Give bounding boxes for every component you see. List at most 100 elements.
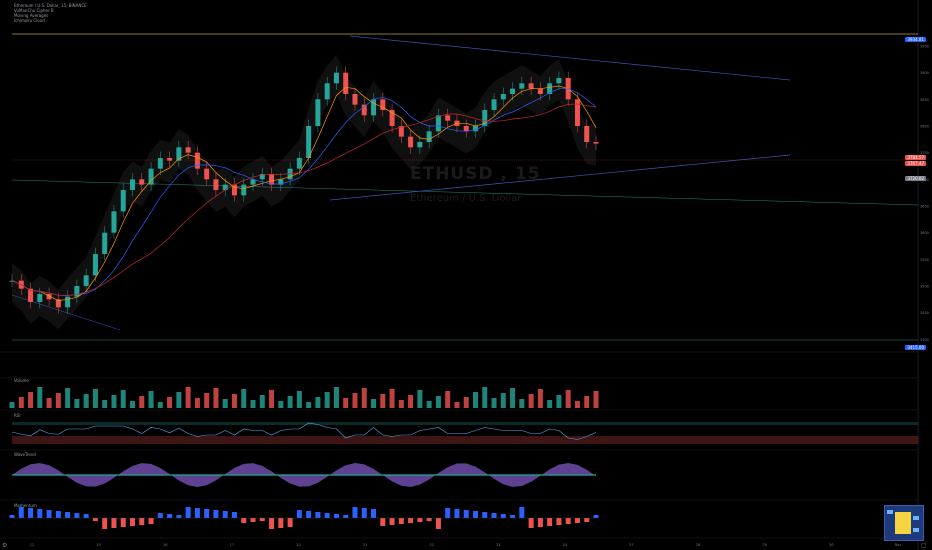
candle-body	[176, 147, 182, 161]
volume-bar	[139, 396, 145, 408]
chart-minimap[interactable]	[884, 505, 924, 541]
indicator-panes	[9, 387, 918, 529]
momentum-bar	[102, 518, 108, 529]
momentum-bar	[584, 518, 590, 522]
candle	[371, 92, 377, 122]
volume-bar	[167, 397, 173, 408]
momentum-bar	[148, 518, 154, 524]
momentum-bar	[278, 518, 284, 528]
momentum-bar	[296, 510, 302, 518]
momentum-bar	[241, 518, 247, 523]
candle-body	[111, 211, 117, 233]
candle-body	[463, 126, 469, 132]
candle-body	[398, 126, 404, 137]
candle-body	[204, 168, 210, 180]
x-tick-label: 28	[696, 543, 700, 547]
volume-bar	[472, 392, 478, 408]
watermark-symbol: ETHUSD , 15	[410, 164, 541, 184]
candle	[343, 66, 349, 101]
candle-body	[519, 83, 525, 89]
momentum-bar	[259, 518, 265, 521]
y-tick-label: 3850	[920, 98, 929, 102]
volume-bar	[482, 387, 488, 408]
volume-bar	[296, 391, 302, 408]
momentum-bar	[500, 514, 506, 518]
candle-body	[491, 99, 497, 110]
y-tick-label: 3500	[920, 285, 929, 289]
price-badge: 3767.47	[905, 161, 926, 166]
momentum-bar	[556, 518, 562, 525]
candle	[55, 292, 61, 314]
candle	[398, 119, 404, 144]
y-tick-label: 3800	[920, 125, 929, 129]
time-axis: 12 15 16 17 20 21 22 23 24 27 28 29 30 Dec	[30, 543, 902, 547]
volume-bar	[500, 393, 506, 408]
volume-bar	[426, 401, 432, 408]
volume-bar	[46, 398, 52, 408]
candle	[306, 119, 312, 165]
volume-bar	[352, 393, 358, 408]
moving-average-slow	[11, 103, 597, 296]
momentum-bar	[333, 514, 339, 518]
volume-bar	[408, 395, 414, 408]
candle	[445, 108, 451, 128]
candle	[537, 82, 543, 101]
legend-symbol: Ethereum / U.S. Dollar, 15, BINANCE	[14, 3, 87, 8]
momentum-bar	[417, 518, 423, 522]
auto-scale-icon[interactable]: ▢	[921, 542, 927, 549]
volume-bar	[278, 401, 284, 408]
momentum-bar	[92, 518, 98, 521]
candle	[92, 247, 98, 282]
momentum-bar	[111, 518, 117, 528]
y-tick-label: 3750	[920, 151, 929, 155]
candle-body	[148, 168, 154, 185]
momentum-bar	[28, 508, 34, 518]
candle	[278, 172, 284, 192]
x-tick-label: 16	[163, 543, 167, 547]
legend-indicator-2: Moving Averages	[14, 13, 49, 18]
candle-body	[102, 232, 108, 254]
candle	[74, 279, 80, 304]
y-tick-label: 3600	[920, 231, 929, 235]
settings-gear-icon[interactable]: ⚙	[2, 542, 8, 549]
volume-bar	[565, 390, 571, 408]
momentum-bar	[306, 511, 312, 518]
candle	[241, 178, 247, 202]
volume-bar	[537, 389, 543, 408]
candle-body	[259, 174, 265, 180]
volume-bar	[315, 397, 321, 408]
candle	[259, 167, 265, 186]
candle-body	[185, 147, 191, 153]
volume-bar	[510, 388, 516, 408]
momentum-bar	[454, 509, 460, 518]
candle-body	[556, 78, 562, 84]
momentum-bar	[157, 513, 163, 518]
candle	[593, 135, 599, 150]
volume-bar	[65, 388, 71, 408]
momentum-bar	[287, 518, 293, 527]
momentum-bar	[398, 518, 404, 524]
candle-body	[278, 179, 284, 185]
candle-body	[547, 83, 553, 94]
minimap-cell	[887, 510, 893, 514]
momentum-bar	[482, 512, 488, 518]
candle	[157, 151, 163, 176]
volume-bar	[361, 388, 367, 408]
channel-line	[11, 179, 919, 206]
volume-bar	[148, 391, 154, 408]
momentum-bar	[408, 518, 414, 523]
candle-body	[426, 131, 432, 142]
volume-bar	[491, 398, 497, 408]
momentum-bar	[491, 513, 497, 518]
candle	[185, 140, 191, 160]
legend-indicator-1: VuManChu Cipher B	[14, 8, 54, 13]
volume-bar	[185, 387, 191, 408]
candle	[269, 167, 275, 192]
candle-body	[37, 294, 43, 302]
volume-bar	[371, 399, 377, 408]
candle-body	[130, 179, 136, 190]
candle	[491, 92, 497, 117]
momentum-bar	[55, 511, 61, 518]
volume-bar	[157, 402, 163, 408]
moving-average-mid	[11, 88, 597, 296]
